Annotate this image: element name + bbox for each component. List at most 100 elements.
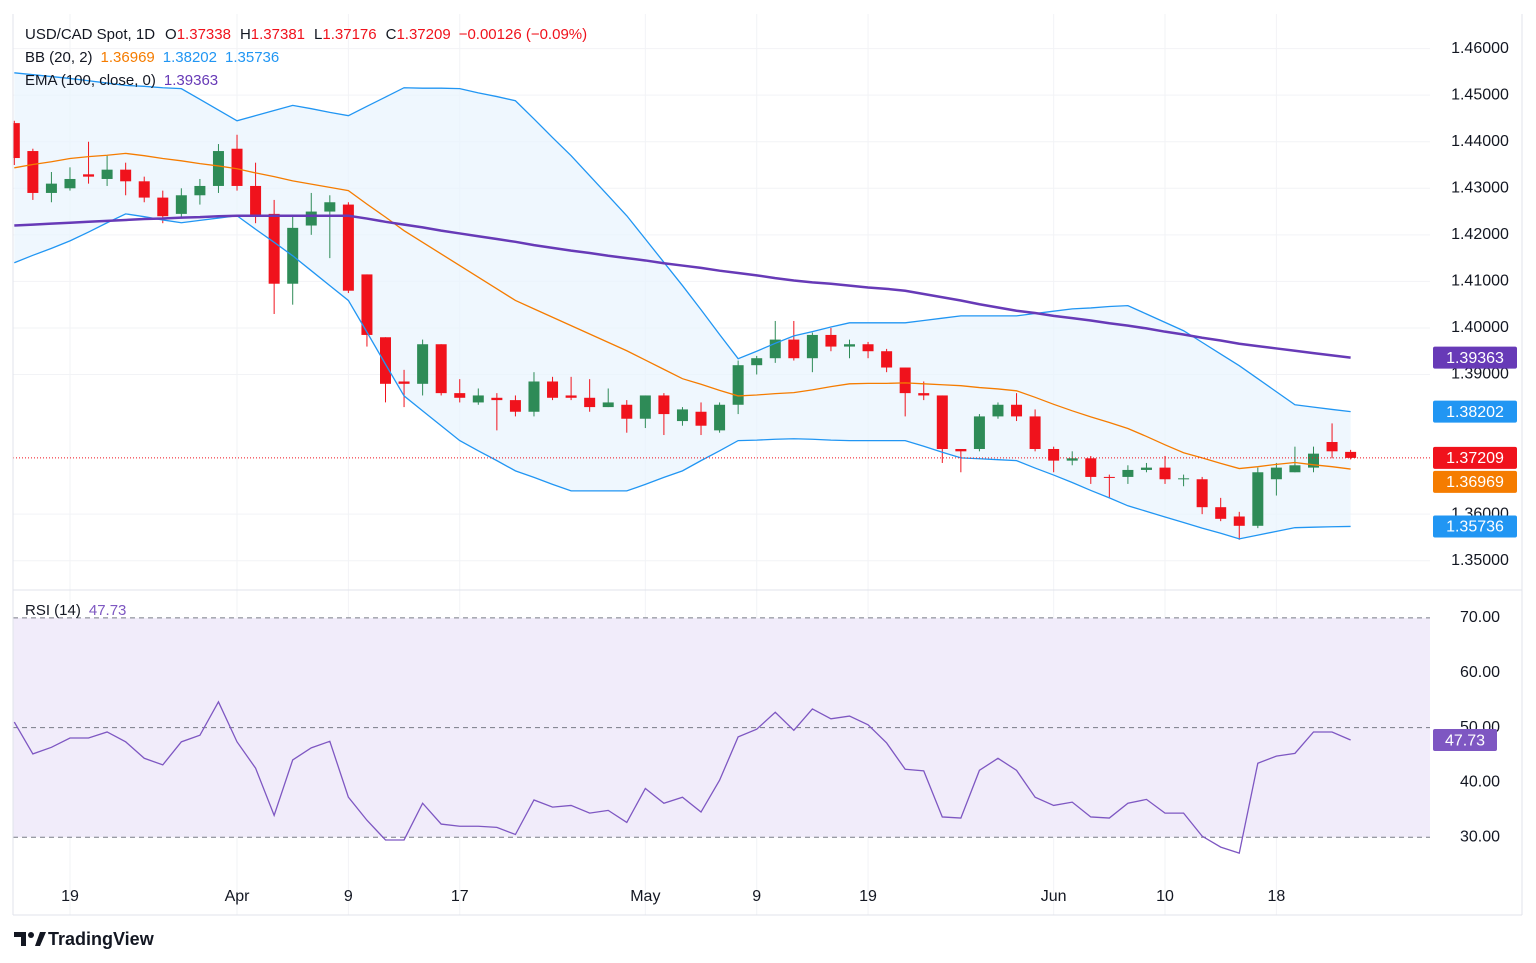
candle-body — [305, 211, 317, 226]
price-badge-label: 1.39363 — [1446, 350, 1504, 367]
candle-body — [1085, 458, 1097, 477]
candle-body — [565, 395, 577, 398]
candle-body — [138, 181, 150, 198]
price-badge — [1433, 346, 1517, 369]
band-fill — [14, 72, 1351, 539]
candle-body — [1233, 516, 1245, 526]
candle-body — [64, 178, 76, 189]
rsi-value: 47.73 — [89, 602, 127, 619]
candle-body — [13, 123, 20, 159]
y-tick-label: 1.45000 — [1451, 86, 1509, 103]
rsi-tick-label: 30.00 — [1460, 828, 1500, 845]
candle-body — [695, 411, 707, 426]
candle-body — [936, 395, 948, 449]
candle-body — [45, 183, 57, 193]
candle-body — [1345, 451, 1357, 458]
brand-name: TradingView — [48, 929, 155, 949]
candle-body — [732, 365, 744, 405]
candle-body — [472, 395, 484, 403]
candle-body — [157, 197, 169, 217]
candle-body — [1103, 476, 1115, 478]
indicator-name: EMA (100, close, 0) — [25, 72, 156, 89]
candle-body — [973, 416, 985, 449]
candle-body — [788, 339, 800, 359]
candle-body — [175, 195, 187, 214]
candle-body — [417, 344, 429, 384]
logo-mark — [14, 932, 26, 946]
candle-body — [268, 213, 280, 284]
candle-body — [899, 367, 911, 394]
rsi-tick-label: 40.00 — [1460, 774, 1500, 791]
y-tick-label: 1.35000 — [1451, 552, 1509, 569]
candle-body — [862, 344, 874, 352]
candle-body — [918, 393, 930, 396]
y-tick-label: 1.46000 — [1451, 40, 1509, 57]
rsi-tick-label: 60.00 — [1460, 664, 1500, 681]
candle-body — [806, 334, 818, 359]
candle-body — [1140, 467, 1152, 470]
candle-body — [212, 151, 224, 186]
y-tick-label: 1.41000 — [1451, 273, 1509, 290]
price-badge — [1433, 446, 1517, 469]
indicator-value: 1.35736 — [225, 49, 279, 66]
candle-body — [1178, 478, 1190, 480]
price-badge-label: 1.37209 — [1446, 450, 1504, 467]
candle-body — [528, 381, 540, 412]
candle-body — [1326, 442, 1338, 452]
candle-body — [602, 402, 614, 408]
candle-body — [1252, 472, 1264, 526]
candle-body — [751, 358, 763, 366]
candle-body — [324, 202, 336, 212]
rsi-band — [13, 617, 1430, 838]
candle-body — [658, 395, 670, 415]
candle-body — [27, 151, 39, 193]
x-tick-label: 9 — [752, 888, 761, 905]
price-badge-label: 1.35736 — [1446, 519, 1504, 536]
candle-body — [361, 274, 373, 335]
candle-body — [435, 344, 447, 394]
x-tick-label: 9 — [344, 888, 353, 905]
x-tick-label: 19 — [61, 888, 79, 905]
candle-body — [676, 409, 688, 422]
candle-body — [398, 381, 410, 384]
candle-body — [1215, 507, 1227, 519]
candle-body — [1196, 479, 1208, 508]
y-tick-label: 1.43000 — [1451, 180, 1509, 197]
candle-body — [454, 393, 466, 398]
candle-body — [194, 185, 206, 196]
indicator-value: 1.36969 — [101, 49, 155, 66]
candle-body — [491, 397, 503, 401]
candle-body — [955, 448, 967, 452]
candle-body — [769, 339, 781, 359]
candle-body — [231, 148, 243, 186]
x-tick-label: Jun — [1041, 888, 1067, 905]
rsi-title: RSI (14) — [25, 602, 81, 619]
logo-dot — [28, 932, 34, 938]
ohlc-label: H — [240, 26, 251, 43]
candle-body — [509, 400, 521, 412]
ohlc-value: 1.37381 — [251, 26, 305, 43]
indicator-name: BB (20, 2) — [25, 49, 93, 66]
candle-body — [380, 337, 391, 384]
candle-body — [881, 351, 893, 368]
price-badge — [1433, 470, 1517, 493]
y-tick-label: 1.39000 — [1451, 366, 1509, 383]
candle-body — [639, 395, 651, 419]
rsi-legend: RSI (14) 47.73 — [25, 602, 126, 619]
price-badge-label: 1.36969 — [1446, 474, 1504, 491]
candle-body — [1029, 416, 1041, 449]
candle-body — [101, 169, 113, 179]
bb-line — [14, 152, 1351, 470]
rsi-line — [13, 700, 1351, 854]
candle-body — [1159, 467, 1171, 480]
candle-body — [1289, 465, 1301, 473]
ohlc-value: 1.37338 — [177, 26, 231, 43]
ohlc-label: C — [386, 26, 397, 43]
y-tick-label: 1.44000 — [1451, 133, 1509, 150]
indicator-value: 1.38202 — [163, 49, 217, 66]
x-tick-label: 18 — [1267, 888, 1285, 905]
ohlc-value: 1.37209 — [396, 26, 450, 43]
